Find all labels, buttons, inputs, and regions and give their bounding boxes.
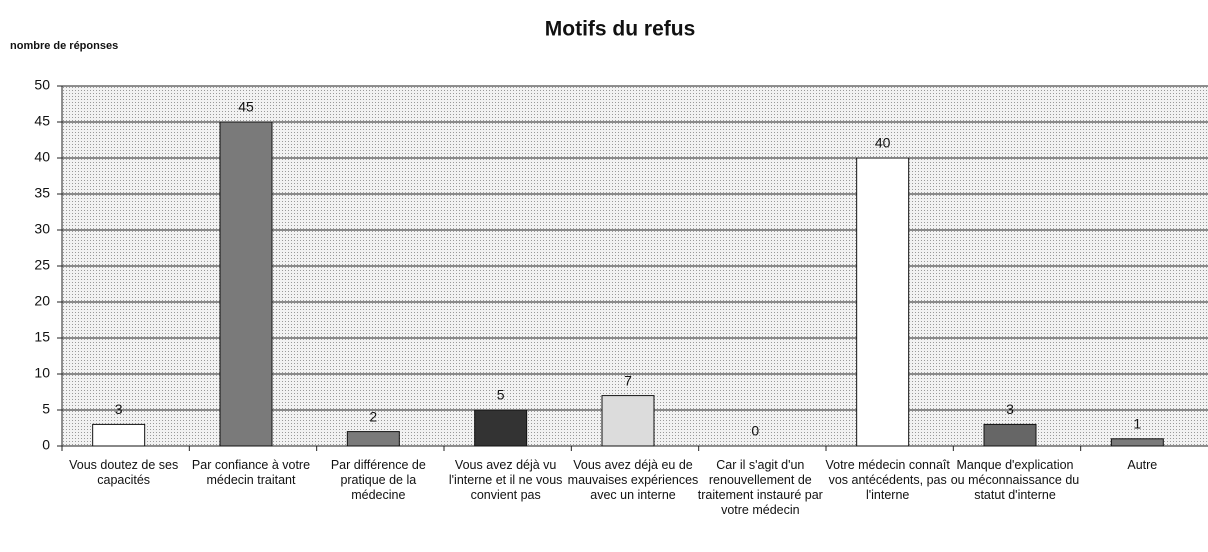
y-tick-label: 0 <box>42 437 50 453</box>
value-label: 7 <box>624 372 632 388</box>
value-label: 2 <box>369 408 377 424</box>
y-axis-label: nombre de réponses <box>10 40 118 52</box>
y-tick-label: 15 <box>34 329 50 345</box>
x-tick-label: Vous doutez de ses capacités <box>69 458 179 487</box>
bar <box>92 423 146 447</box>
bar <box>474 409 528 447</box>
chart-title: Motifs du refus <box>545 18 696 41</box>
value-label: 3 <box>1006 401 1014 417</box>
x-tick-label: Car il s'agit d'un renouvellement de tra… <box>697 458 823 517</box>
y-tick-label: 50 <box>34 77 50 93</box>
y-tick-label: 25 <box>34 257 50 273</box>
y-tick-label: 20 <box>34 293 50 309</box>
value-label: 1 <box>1133 416 1141 432</box>
x-tick-label: Votre médecin connaît vos antécédents, p… <box>825 458 950 502</box>
x-tick-label: Par confiance à votre médecin traitant <box>191 458 311 487</box>
bar <box>601 395 655 447</box>
y-tick-label: 35 <box>34 185 50 201</box>
x-tick-label: Autre <box>1127 458 1158 472</box>
y-tick-label: 30 <box>34 221 50 237</box>
y-tick-label: 10 <box>34 365 50 381</box>
value-label: 5 <box>497 387 505 403</box>
value-label: 45 <box>238 99 254 115</box>
bar <box>983 423 1037 447</box>
bar <box>219 121 273 447</box>
bar <box>856 157 910 447</box>
value-label: 40 <box>875 135 891 151</box>
y-tick-label: 40 <box>34 149 50 165</box>
x-tick-label: Par différence de pratique de la médecin… <box>330 458 426 502</box>
bar <box>1110 438 1164 447</box>
bar <box>346 431 400 447</box>
x-tick-label: Vous avez déjà vu l'interne et il ne vou… <box>448 458 563 502</box>
value-label: 3 <box>115 401 123 417</box>
y-tick-label: 5 <box>42 401 50 417</box>
value-label: 0 <box>751 423 759 439</box>
y-tick-label: 45 <box>34 113 50 129</box>
x-tick-label: Manque d'explication ou méconnaissance d… <box>950 458 1080 502</box>
x-tick-label: Vous avez déjà eu de mauvaises expérienc… <box>567 458 699 502</box>
